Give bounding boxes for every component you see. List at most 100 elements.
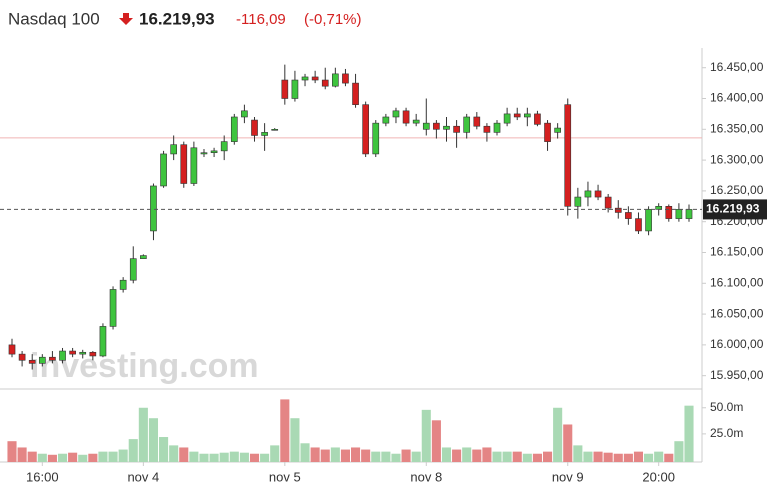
volume-bar	[644, 453, 654, 462]
x-tick-label: nov 9	[552, 469, 584, 484]
candle-body	[685, 209, 693, 219]
volume-bar	[532, 453, 542, 462]
x-tick-label: nov 4	[127, 469, 159, 484]
volume-bar	[633, 451, 644, 462]
candle-body	[493, 122, 501, 133]
volume-bar	[239, 452, 249, 462]
candle-body	[342, 73, 349, 84]
volume-bar	[502, 451, 512, 462]
candle-body	[140, 255, 147, 259]
candle-body	[190, 147, 198, 184]
volume-bar	[351, 447, 361, 462]
candle-body	[89, 351, 97, 357]
last-price: 16.219,93	[139, 9, 215, 28]
candle-body	[655, 205, 663, 210]
volume-bar	[17, 447, 27, 462]
volume-bar	[138, 407, 148, 462]
volume-bar	[421, 409, 431, 462]
volume-bar	[522, 453, 532, 462]
volume-bar	[411, 451, 421, 462]
candle-body	[523, 113, 531, 118]
candle-body	[321, 79, 329, 87]
volume-bar	[654, 451, 664, 462]
candle-body	[230, 116, 238, 142]
volume-bar	[47, 454, 57, 462]
volume-bar	[199, 453, 209, 462]
candle-body	[594, 190, 602, 198]
volume-bar	[189, 451, 199, 462]
candle-body	[554, 127, 561, 133]
volume-bar	[441, 447, 452, 462]
candle-body	[574, 196, 582, 207]
candle-body	[635, 218, 642, 232]
candle-body	[362, 104, 369, 155]
volume-bar	[148, 418, 159, 462]
volume-bar	[27, 451, 37, 462]
last-price-tag-label: 16.219,93	[706, 202, 760, 216]
y2-tick-label: 50.0m	[710, 400, 743, 414]
volume-bar	[563, 424, 573, 462]
volume-bar	[613, 453, 623, 462]
volume-bar	[623, 453, 633, 462]
candle-body	[38, 356, 46, 364]
volume-bar	[593, 451, 603, 462]
candle-body	[503, 113, 511, 124]
volume-bar	[330, 447, 340, 462]
down-arrow	[119, 13, 133, 25]
volume-bar	[452, 449, 462, 462]
volume-bar	[209, 453, 219, 462]
volume-bar	[553, 407, 563, 462]
y-tick-label: 16.450,00	[710, 60, 764, 74]
candle-body	[99, 326, 107, 357]
volume-bar	[57, 453, 68, 462]
candle-body	[251, 119, 258, 136]
volume-bar	[542, 451, 553, 462]
candle-body	[109, 289, 117, 327]
candle-body	[241, 110, 248, 118]
volume-bar	[512, 451, 522, 462]
volume-bar	[98, 451, 108, 462]
candle-body	[281, 79, 289, 99]
candle-body	[453, 125, 460, 133]
volume-bar	[229, 451, 239, 462]
y-tick-label: 15.950,00	[710, 368, 764, 382]
candle-body	[412, 119, 420, 124]
volume-bar	[664, 453, 674, 462]
y2-tick-label: 25.0m	[710, 426, 743, 440]
volume-bar	[128, 439, 138, 462]
last-price-tag	[703, 199, 767, 220]
candle-body	[513, 113, 521, 118]
candle-body	[8, 344, 16, 355]
volume-bar	[340, 449, 350, 462]
volume-bar	[159, 437, 169, 462]
volume-bar	[320, 449, 330, 462]
candle-body	[18, 353, 26, 361]
candle-body	[422, 122, 430, 130]
volume-bar	[78, 454, 88, 462]
candle-body	[443, 125, 450, 130]
volume-bar	[431, 420, 441, 462]
volume-bar	[169, 445, 179, 462]
candle-body	[433, 122, 440, 130]
candle-body	[170, 144, 178, 155]
candle-body	[129, 258, 137, 281]
volume-bar	[684, 405, 694, 462]
candle-body	[291, 79, 299, 99]
candle-body	[160, 153, 167, 187]
candle-body	[392, 110, 400, 118]
candle-body	[79, 351, 87, 355]
volume-bar	[249, 453, 260, 462]
candle-body	[483, 125, 491, 133]
candle-body	[382, 116, 390, 124]
candle-body	[625, 212, 632, 219]
volume-bar	[219, 452, 229, 462]
candle-body	[59, 350, 66, 361]
volume-bar	[401, 449, 411, 462]
volume-bar	[603, 452, 613, 462]
candle-body	[463, 116, 471, 133]
y-tick-label: 16.400,00	[710, 91, 764, 105]
candle-body	[332, 73, 339, 87]
volume-bar	[310, 447, 320, 462]
